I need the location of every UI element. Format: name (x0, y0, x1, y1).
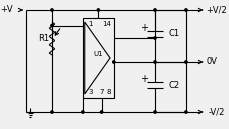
Circle shape (113, 61, 115, 63)
Circle shape (185, 9, 187, 11)
Text: 3: 3 (88, 89, 93, 95)
Text: 14: 14 (102, 21, 111, 27)
Circle shape (101, 111, 103, 113)
Text: C1: C1 (168, 30, 179, 38)
Text: 7: 7 (100, 89, 104, 95)
Text: +: + (140, 23, 148, 33)
Text: 8: 8 (106, 89, 111, 95)
Text: +V/2: +V/2 (207, 6, 227, 14)
Circle shape (154, 111, 156, 113)
Text: -V/2: -V/2 (209, 107, 225, 116)
Text: U1: U1 (93, 51, 103, 57)
Text: +: + (140, 74, 148, 84)
Circle shape (97, 9, 99, 11)
Text: C2: C2 (168, 80, 179, 90)
FancyBboxPatch shape (83, 18, 114, 98)
Text: 1: 1 (88, 21, 93, 27)
Text: 0V: 0V (207, 58, 218, 67)
Circle shape (185, 61, 187, 63)
Text: R1: R1 (38, 34, 49, 43)
Circle shape (82, 111, 84, 113)
Circle shape (154, 37, 156, 39)
Circle shape (51, 111, 53, 113)
Circle shape (51, 24, 53, 27)
Circle shape (185, 111, 187, 113)
Circle shape (154, 9, 156, 11)
Circle shape (154, 61, 156, 63)
Circle shape (51, 9, 53, 11)
Text: +V: +V (0, 6, 13, 14)
